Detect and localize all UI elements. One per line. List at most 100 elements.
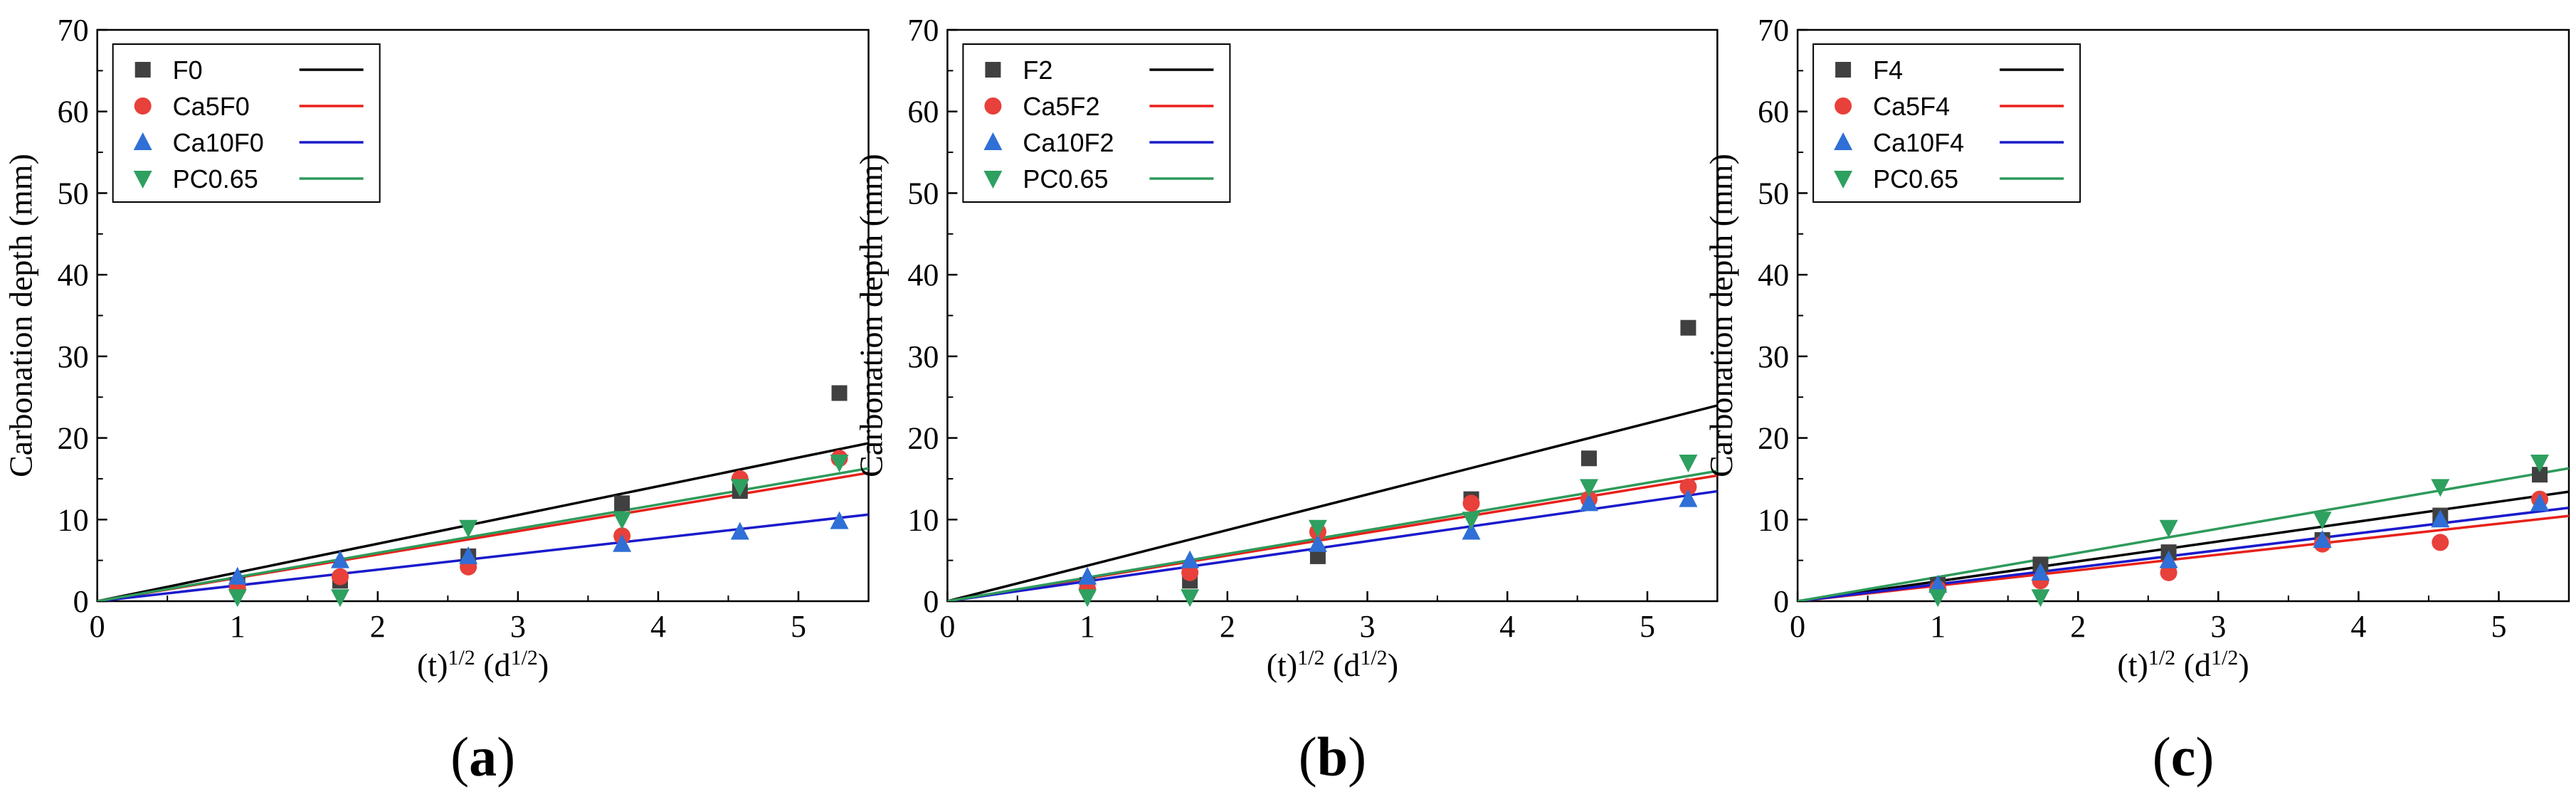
data-point-PC0.65 [1462,512,1481,530]
legend-marker-F0 [134,62,151,78]
x-axis-label: (t)1/2 (d1/2) [417,646,549,684]
y-tick-label: 20 [1758,421,1789,456]
data-point-Ca10F0 [830,511,849,529]
y-axis-label: Carbonation depth (mm) [3,154,39,477]
x-tick-label: 3 [1360,609,1376,644]
y-tick-label: 30 [58,339,89,374]
data-point-Ca10F2 [1579,493,1598,512]
y-tick-label: 20 [58,421,89,456]
legend-marker-PC0.65 [133,171,152,189]
x-tick-label: 1 [230,609,246,644]
fit-line-Ca10F4 [1798,507,2570,601]
data-point-PC0.65 [730,479,749,497]
x-tick-label: 2 [1220,609,1235,644]
y-tick-label: 60 [1758,95,1789,129]
x-tick-label: 1 [1930,609,1946,644]
x-tick-label: 0 [90,609,105,644]
legend-label-PC0.65: PC0.65 [173,164,258,194]
y-tick-label: 60 [58,95,89,129]
legend-marker-PC0.65 [1834,171,1853,189]
data-point-Ca10F0 [228,566,247,585]
data-point-Ca10F2 [1078,566,1097,585]
fit-line-F4 [1798,490,2570,601]
legend: F4 Ca5F4 Ca10F4 PC0.65 [1812,43,2081,203]
data-point-Ca5F2 [1679,478,1697,496]
y-tick-label: 50 [58,176,89,211]
x-tick-label: 1 [1080,609,1095,644]
legend-label-Ca5F0: Ca5F0 [173,92,250,121]
y-tick-label: 30 [907,339,939,374]
legend-marker-Ca5F4 [1835,97,1852,115]
data-point-Ca10F0 [730,522,749,540]
data-point-Ca10F2 [1181,550,1200,568]
y-tick-label: 70 [58,13,89,48]
y-axis-label: Carbonation depth (mm) [852,154,889,477]
x-tick-label: 5 [2491,609,2506,644]
x-tick-label: 4 [2350,609,2366,644]
fit-line-PC0.65 [97,467,869,601]
fit-line-PC0.65 [947,470,1718,601]
data-point-PC0.65 [2530,454,2550,472]
chart-panel-c: 0 10 20 30 40 50 60 70 0 1 2 3 4 5 Carbonation depth (… [1703,13,2570,788]
y-tick-label: 0 [923,584,939,619]
x-tick-label: 0 [939,609,955,644]
data-point-PC0.65 [1308,519,1327,538]
data-point-Ca5F4 [2432,534,2449,551]
data-point-PC0.65 [2159,519,2178,538]
legend-label-Ca5F4: Ca5F4 [1873,92,1950,121]
data-point-Ca10F0 [330,550,349,568]
x-tick-label: 0 [1790,609,1805,644]
data-point-Ca10F0 [459,546,478,564]
legend-marker-Ca5F2 [984,97,1002,115]
y-tick-label: 40 [907,258,939,292]
data-point-PC0.65 [1928,589,1948,608]
data-point-F0 [614,495,630,512]
legend-marker-F2 [985,62,1001,78]
x-tick-label: 4 [1499,609,1515,644]
data-point-PC0.65 [2313,512,2332,530]
legend-marker-Ca10F2 [983,132,1003,150]
fit-line-Ca5F4 [1798,514,2570,601]
data-point-Ca5F0 [331,568,349,586]
fit-line-Ca10F2 [947,489,1718,601]
data-point-PC0.65 [830,454,849,472]
legend-marker-Ca10F4 [1834,132,1853,150]
y-tick-label: 70 [1758,13,1789,48]
data-point-Ca10F4 [1928,575,1948,593]
legend-label-Ca5F2: Ca5F2 [1023,92,1099,121]
y-tick-label: 60 [907,95,939,129]
legend-label-Ca10F0: Ca10F0 [173,128,264,157]
panel-label: (b) [1299,726,1366,788]
data-point-Ca10F2 [1462,522,1481,540]
y-tick-label: 10 [907,502,939,537]
data-point-PC0.65 [2031,589,2050,608]
y-tick-label: 20 [907,421,939,456]
data-point-PC0.65 [1181,589,1200,608]
x-tick-label: 3 [2210,609,2226,644]
y-tick-label: 0 [1773,584,1789,619]
x-tick-label: 2 [2070,609,2086,644]
y-tick-label: 40 [58,258,89,292]
x-axis-label: (t)1/2 (d1/2) [1267,646,1398,684]
panel-label: (a) [450,726,515,788]
legend: F0 Ca5F0 Ca10F0 PC0.65 [112,43,381,203]
data-point-F2 [1680,319,1696,336]
legend-marker-Ca5F0 [134,97,152,115]
y-tick-label: 10 [1758,502,1789,537]
y-tick-label: 70 [907,13,939,48]
data-point-Ca10F4 [2159,550,2178,568]
data-point-PC0.65 [330,589,349,608]
chart-panel-b: 0 10 20 30 40 50 60 70 0 1 2 3 4 5 Carbonation depth (… [852,13,1719,788]
data-point-Ca10F4 [2530,493,2550,512]
x-tick-label: 5 [1640,609,1655,644]
y-axis-label: Carbonation depth (mm) [1703,154,1739,477]
data-point-PC0.65 [1078,589,1097,608]
x-tick-label: 5 [791,609,806,644]
x-tick-label: 4 [650,609,666,644]
legend-label-PC0.65: PC0.65 [1023,164,1108,194]
x-axis-label: (t)1/2 (d1/2) [2117,646,2249,684]
data-point-Ca10F0 [613,534,632,552]
legend-marker-Ca10F0 [133,132,152,150]
chart-panel-a: 0 10 20 30 40 50 60 70 0 1 2 3 4 5 Carbonation depth (… [3,13,870,788]
